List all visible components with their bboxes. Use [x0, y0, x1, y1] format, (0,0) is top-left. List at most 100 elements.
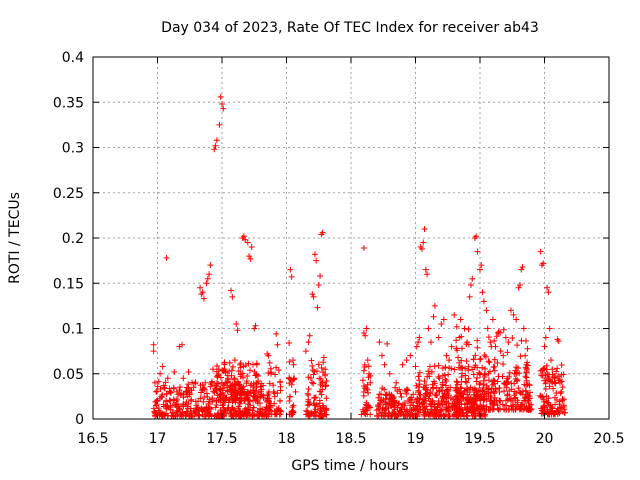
data-point [366, 404, 373, 411]
data-point [310, 380, 317, 387]
data-point [163, 390, 170, 397]
data-point [200, 295, 207, 302]
data-point [245, 360, 252, 367]
data-point [265, 410, 272, 417]
data-point [318, 364, 325, 371]
data-point [509, 334, 516, 341]
data-point [454, 381, 461, 388]
data-point [386, 399, 393, 406]
data-point [150, 341, 157, 348]
data-point [185, 368, 192, 375]
data-point [427, 400, 434, 407]
data-point [179, 341, 186, 348]
x-tick-label: 19.5 [464, 431, 495, 447]
data-point [451, 406, 458, 413]
data-point [249, 407, 256, 414]
data-point [545, 395, 552, 402]
data-point [441, 401, 448, 408]
data-point [455, 397, 462, 404]
data-point [205, 400, 212, 407]
data-point [307, 374, 314, 381]
data-point [167, 406, 174, 413]
data-point [455, 354, 462, 361]
data-point [361, 361, 368, 368]
data-point [305, 386, 312, 393]
data-point [230, 411, 237, 418]
data-point [226, 359, 233, 366]
data-point [169, 402, 176, 409]
y-tick-label: 0.2 [62, 231, 84, 247]
data-point [247, 382, 254, 389]
data-point [221, 366, 228, 373]
data-point [421, 225, 428, 232]
data-point [268, 370, 275, 377]
data-point [236, 384, 243, 391]
data-point [193, 402, 200, 409]
data-point [413, 398, 420, 405]
y-tick-label: 0 [75, 412, 84, 428]
data-point [197, 284, 204, 291]
data-point [182, 410, 189, 417]
data-point [451, 366, 458, 373]
data-point [359, 377, 366, 384]
data-point [164, 375, 171, 382]
data-point [491, 356, 498, 363]
data-points [150, 93, 569, 420]
data-point [425, 325, 432, 332]
data-point [244, 407, 251, 414]
data-point [154, 397, 161, 404]
data-point [456, 359, 463, 366]
data-point [473, 378, 480, 385]
data-point [253, 379, 260, 386]
data-point [550, 385, 557, 392]
data-point [506, 369, 513, 376]
data-point [168, 390, 175, 397]
data-point [513, 377, 520, 384]
data-point [286, 393, 293, 400]
data-point [200, 385, 207, 392]
data-point [400, 412, 407, 419]
data-point [253, 372, 260, 379]
data-point [160, 401, 167, 408]
data-point [515, 385, 522, 392]
data-point [271, 408, 278, 415]
data-point [542, 385, 549, 392]
data-point [492, 343, 499, 350]
data-point [205, 413, 212, 420]
data-point [474, 344, 481, 351]
data-point [441, 372, 448, 379]
data-point [428, 368, 435, 375]
data-point [438, 320, 445, 327]
data-point [539, 372, 546, 379]
data-point [474, 337, 481, 344]
data-point [421, 397, 428, 404]
data-point [211, 146, 218, 153]
data-point [551, 375, 558, 382]
data-point [248, 244, 255, 251]
data-point [365, 389, 372, 396]
data-point [466, 293, 473, 300]
data-point [427, 389, 434, 396]
data-point [302, 348, 309, 355]
data-point [270, 382, 277, 389]
data-point [440, 393, 447, 400]
data-point [416, 381, 423, 388]
data-point [265, 352, 272, 359]
data-point [522, 337, 529, 344]
data-point [289, 411, 296, 418]
data-point [469, 275, 476, 282]
data-point [517, 353, 524, 360]
data-point [214, 410, 221, 417]
data-point [442, 405, 449, 412]
data-point [442, 376, 449, 383]
y-axis-label: ROTI / TECUs [7, 192, 23, 284]
data-point [310, 400, 317, 407]
data-point [215, 372, 222, 379]
data-point [385, 404, 392, 411]
data-point [167, 397, 174, 404]
y-tick-label: 0.25 [53, 186, 84, 202]
data-point [537, 248, 544, 255]
data-point [311, 251, 318, 258]
data-point [496, 385, 503, 392]
data-point [286, 339, 293, 346]
